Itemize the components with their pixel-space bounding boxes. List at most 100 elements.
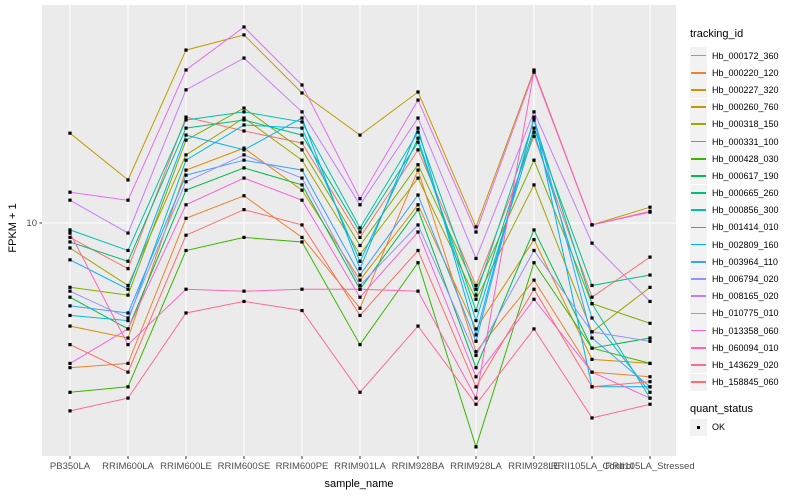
x-tick-label: RRIM928LA (450, 461, 502, 472)
data-point (300, 120, 304, 124)
data-point (126, 293, 130, 297)
data-point (358, 343, 362, 347)
data-point (590, 385, 594, 389)
legend-item: Hb_143629_020 (690, 356, 800, 374)
data-point (590, 283, 594, 288)
data-point (242, 146, 246, 150)
data-point (242, 33, 246, 37)
data-point (242, 148, 246, 152)
x-tick-label: RRIM901LA (334, 461, 386, 472)
data-point (532, 297, 536, 301)
x-tick-label: RRIM600LE (160, 461, 212, 472)
data-point (242, 176, 246, 180)
series-color-line-icon (690, 304, 707, 322)
data-point (648, 390, 652, 394)
data-point (242, 158, 246, 162)
data-point (68, 190, 72, 194)
data-point (416, 208, 420, 212)
data-point (532, 115, 536, 119)
legend-item: Hb_000172_360 (690, 47, 800, 65)
data-point (126, 311, 130, 315)
data-point (474, 297, 478, 301)
data-point (358, 226, 362, 230)
data-point (648, 361, 652, 366)
data-point (590, 316, 594, 320)
data-point (300, 223, 304, 227)
data-point (242, 208, 246, 212)
data-point (184, 115, 188, 119)
data-point (358, 283, 362, 288)
data-point (184, 158, 188, 162)
data-point (532, 261, 536, 265)
data-point (532, 69, 536, 73)
data-point (416, 176, 420, 180)
data-point (416, 324, 420, 328)
data-point (242, 116, 246, 120)
data-point (648, 339, 652, 343)
data-point (300, 158, 304, 162)
legend-item: Hb_158845_060 (690, 373, 800, 391)
data-point (68, 304, 72, 308)
data-point (300, 287, 304, 291)
data-point (68, 295, 72, 299)
data-point (300, 126, 304, 130)
data-point (416, 90, 420, 94)
data-point (532, 183, 536, 187)
data-point (68, 343, 72, 347)
data-point (68, 390, 72, 394)
data-point (126, 248, 130, 253)
series-color-line-icon (690, 64, 707, 82)
data-point (474, 327, 478, 331)
data-point (242, 299, 246, 304)
data-point (242, 25, 246, 29)
data-point (358, 390, 362, 394)
data-point (590, 336, 594, 340)
legend-item-label: Hb_008165_020 (712, 291, 779, 302)
data-point (474, 402, 478, 406)
data-point (300, 188, 304, 192)
data-point (416, 203, 420, 207)
data-point (300, 110, 304, 114)
data-point (184, 48, 188, 52)
data-point (590, 416, 594, 420)
x-tick-label: RRIM600PE (276, 461, 329, 472)
data-point (242, 153, 246, 157)
legend-item: Hb_010775_010 (690, 304, 800, 322)
data-point (184, 68, 188, 72)
legend-panel: tracking_id Hb_000172_360 Hb_000220_120 Hb… (690, 28, 800, 436)
data-point (126, 178, 130, 182)
data-point (358, 273, 362, 277)
data-point (242, 106, 246, 110)
series-color-line-icon (690, 115, 707, 133)
data-point (300, 91, 304, 95)
data-point (474, 293, 478, 297)
legend-item: Hb_060094_010 (690, 339, 800, 357)
data-point (184, 180, 188, 184)
data-point (68, 258, 72, 262)
data-point (126, 231, 130, 235)
data-point (242, 110, 246, 114)
data-point (474, 353, 478, 358)
data-point (126, 319, 130, 323)
legend-title-quant-status: quant_status (690, 402, 753, 415)
data-point (300, 148, 304, 152)
data-point (416, 289, 420, 293)
data-point (126, 327, 130, 331)
x-tick-label: RRIM928LE (508, 461, 560, 472)
legend-item-label: Hb_002809_160 (712, 239, 779, 250)
data-point (68, 198, 72, 202)
data-point (474, 350, 478, 354)
data-point (68, 228, 72, 232)
legend-item-label: Hb_000260_760 (712, 102, 779, 113)
data-point (126, 396, 130, 400)
legend-item-label: Hb_000318_150 (712, 119, 779, 130)
data-point (474, 396, 478, 400)
data-point (590, 302, 594, 306)
legend-item: Hb_003964_110 (690, 253, 800, 271)
data-point (532, 130, 536, 134)
data-point (126, 370, 130, 374)
legend-item-label: Hb_000665_260 (712, 188, 779, 199)
data-point (648, 321, 652, 325)
data-point (300, 176, 304, 180)
